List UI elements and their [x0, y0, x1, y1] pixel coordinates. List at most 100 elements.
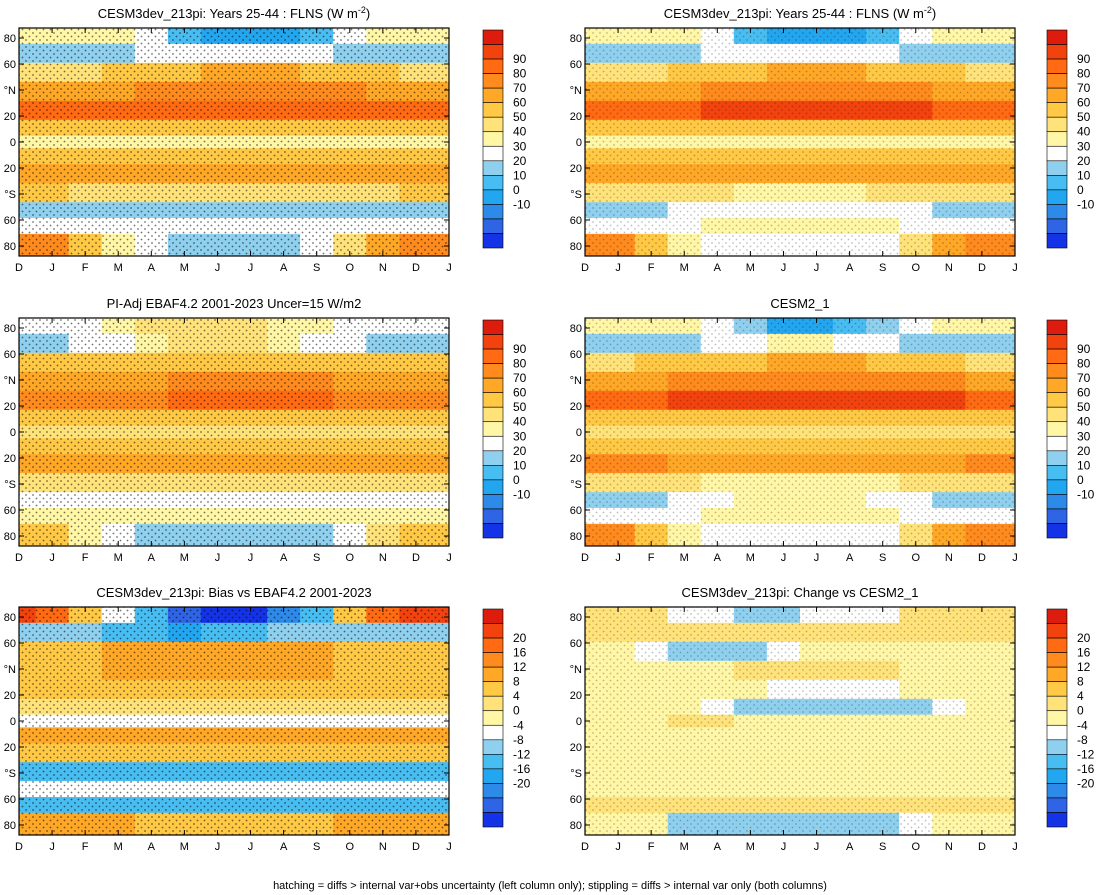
colorbar-swatch — [482, 623, 504, 639]
x-tick-label: J — [615, 552, 621, 564]
y-tick-label: °N — [4, 85, 16, 97]
panel-title: PI-Adj EBAF4.2 2001-2023 Uncer=15 W/m2 — [107, 296, 362, 311]
colorbar-label: 4 — [1077, 689, 1084, 703]
colorbar-label: 0 — [513, 183, 520, 197]
panel-title-superscript: -2 — [358, 5, 366, 15]
y-tick-label: 60 — [570, 215, 582, 227]
stippling-overlay — [585, 607, 1015, 835]
x-tick-label: J — [248, 552, 254, 564]
y-tick-label: 60 — [4, 349, 16, 361]
y-tick-label: °S — [570, 479, 582, 491]
colorbar-swatch — [482, 724, 504, 741]
colorbar-swatch — [1046, 666, 1068, 682]
colorbar-swatch — [482, 768, 504, 784]
colorbar-swatch — [482, 812, 504, 828]
x-tick-label: J — [615, 262, 621, 274]
colorbar-label: 20 — [1077, 631, 1091, 645]
y-tick-label: 20 — [4, 111, 16, 123]
colorbar-swatch — [482, 44, 504, 60]
colorbar-label: 40 — [1077, 125, 1091, 139]
x-tick-label: J — [1012, 841, 1018, 853]
x-tick-label: D — [978, 552, 986, 564]
colorbar-label: 80 — [1077, 67, 1091, 81]
colorbar-label: 70 — [1077, 81, 1091, 95]
y-tick-label: 60 — [4, 794, 16, 806]
colorbar-label: 20 — [1077, 154, 1091, 168]
x-tick-label: M — [746, 552, 755, 564]
y-tick-label: 20 — [570, 690, 582, 702]
y-tick-label: 60 — [570, 59, 582, 71]
colorbar-swatch — [1046, 450, 1068, 466]
x-tick-label: O — [911, 552, 920, 564]
colorbar-swatch — [482, 160, 504, 176]
colorbar-swatch — [482, 319, 504, 335]
y-tick-label: 0 — [10, 427, 16, 439]
colorbar-swatch — [1046, 421, 1068, 437]
colorbar-label: 4 — [513, 689, 520, 703]
colorbar-label: -16 — [1077, 762, 1095, 776]
y-tick-label: 60 — [570, 505, 582, 517]
colorbar-swatch — [1046, 812, 1068, 828]
colorbar-label: 40 — [513, 415, 527, 429]
x-tick-label: A — [148, 841, 156, 853]
x-tick-label: F — [648, 262, 655, 274]
colorbar-swatch — [1046, 652, 1068, 668]
x-tick-label: D — [15, 262, 23, 274]
colorbar-swatch — [1046, 29, 1068, 45]
y-tick-label: °N — [570, 85, 582, 97]
x-tick-label: J — [781, 841, 787, 853]
colorbar-swatch — [1046, 87, 1068, 103]
panel-3: PI-Adj EBAF4.2 2001-2023 Uncer=15 W/m2 D J… — [4, 296, 531, 564]
colorbar-swatch — [1046, 392, 1068, 408]
y-tick-label: 80 — [4, 33, 16, 45]
x-tick-label: M — [746, 841, 755, 853]
x-tick-label: F — [82, 262, 89, 274]
panel-title: CESM3dev_213pi: Change vs CESM2_1 — [681, 585, 918, 600]
x-tick-label: J — [1012, 262, 1018, 274]
x-tick-label: M — [180, 841, 189, 853]
colorbar-swatch — [482, 29, 504, 45]
colorbar-swatch — [1046, 681, 1068, 697]
x-tick-label: M — [680, 841, 689, 853]
panel-title-main: CESM3dev_213pi: Bias vs EBAF4.2 2001-202… — [96, 585, 371, 600]
colorbar-swatch — [1046, 406, 1068, 423]
panel-title: CESM2_1 — [770, 296, 829, 311]
x-tick-label: J — [49, 262, 55, 274]
colorbar-swatch — [1046, 523, 1068, 539]
colorbar-label: 20 — [513, 154, 527, 168]
y-tick-label: 60 — [570, 638, 582, 650]
colorbar-label: 40 — [513, 125, 527, 139]
colorbar-label: 0 — [513, 473, 520, 487]
x-tick-label: J — [446, 841, 452, 853]
colorbar-label: 60 — [1077, 96, 1091, 110]
x-tick-label: A — [714, 841, 722, 853]
x-tick-label: J — [781, 262, 787, 274]
colorbar-label: 50 — [513, 110, 527, 124]
y-tick-label: 80 — [570, 612, 582, 624]
colorbar-label: 12 — [1077, 660, 1091, 674]
y-tick-label: 0 — [10, 716, 16, 728]
y-tick-label: 80 — [570, 820, 582, 832]
x-tick-label: D — [412, 552, 420, 564]
y-tick-label: °S — [4, 479, 16, 491]
x-tick-label: A — [280, 841, 288, 853]
y-tick-label: 20 — [4, 742, 16, 754]
colorbar-label: -20 — [1077, 776, 1095, 790]
y-tick-label: 20 — [570, 453, 582, 465]
panel-title-main: CESM3dev_213pi: Change vs CESM2_1 — [681, 585, 918, 600]
colorbar-swatch — [1046, 73, 1068, 89]
colorbar-swatch — [1046, 363, 1068, 379]
stippling-overlay — [19, 28, 449, 256]
x-tick-label: J — [248, 841, 254, 853]
panel-title: CESM3dev_213pi: Bias vs EBAF4.2 2001-202… — [96, 585, 371, 600]
y-tick-label: 20 — [4, 453, 16, 465]
colorbar-swatch — [482, 73, 504, 89]
colorbar-label: 16 — [513, 646, 527, 660]
colorbar-swatch — [482, 189, 504, 205]
colorbar-label: 20 — [513, 444, 527, 458]
panel-title-superscript: -2 — [924, 5, 932, 15]
colorbar-swatch — [482, 508, 504, 524]
